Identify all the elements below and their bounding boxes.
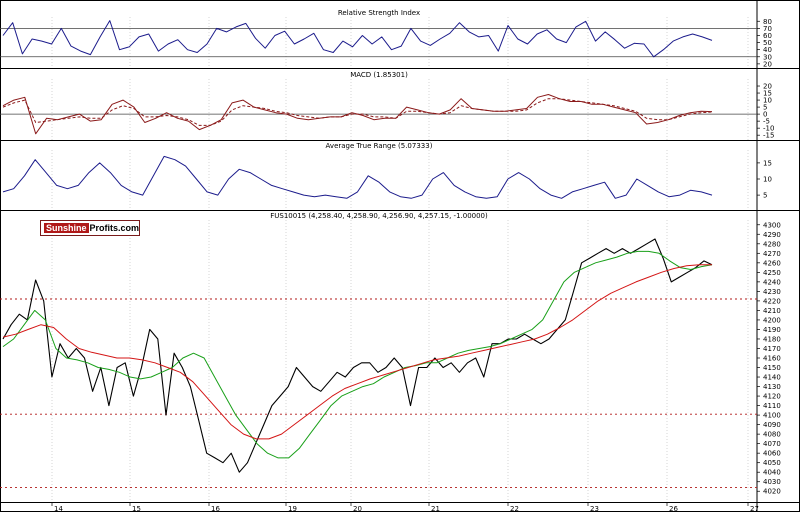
x-tick-label: 23 bbox=[590, 505, 599, 512]
y-tick-label: 4250 bbox=[763, 269, 781, 277]
y-tick-label: -5 bbox=[763, 118, 770, 126]
y-tick-label: 5 bbox=[763, 192, 767, 200]
y-tick-label: 4290 bbox=[763, 231, 781, 239]
y-tick-label: 4110 bbox=[763, 402, 781, 410]
x-tick-label: 15 bbox=[132, 505, 141, 512]
sma-fast-line bbox=[2, 250, 713, 459]
y-tick-label: 30 bbox=[763, 53, 772, 61]
y-tick-label: 4170 bbox=[763, 345, 781, 353]
y-tick-label: 4190 bbox=[763, 326, 781, 334]
y-tick-label: 4230 bbox=[763, 288, 781, 296]
y-tick-label: 4240 bbox=[763, 278, 781, 286]
y-tick-label: 4200 bbox=[763, 316, 781, 324]
y-tick-label: 4160 bbox=[763, 355, 781, 363]
y-tick-label: 4040 bbox=[763, 469, 781, 477]
panel-4: FUS10015 (4,258.40, 4,258.90, 4,256.90, … bbox=[0, 212, 799, 512]
x-tick-label: 19 bbox=[288, 505, 297, 512]
y-tick-label: 20 bbox=[763, 83, 772, 91]
x-tick-label: 26 bbox=[669, 505, 678, 512]
x-tick-label: 21 bbox=[431, 505, 440, 512]
y-tick-label: 4080 bbox=[763, 431, 781, 439]
y-tick-label: 4260 bbox=[763, 259, 781, 267]
y-tick-label: 40 bbox=[763, 46, 772, 54]
y-tick-label: -10 bbox=[763, 125, 774, 133]
y-tick-label: 4220 bbox=[763, 297, 781, 305]
x-tick-label: 22 bbox=[510, 505, 519, 512]
sma-slow-line bbox=[2, 264, 712, 440]
y-tick-label: 0 bbox=[763, 111, 767, 119]
y-tick-label: 4060 bbox=[763, 450, 781, 458]
y-tick-label: 50 bbox=[763, 39, 772, 47]
logo-part-sunshine: Sunshine bbox=[44, 223, 89, 233]
y-tick-label: 10 bbox=[763, 97, 772, 105]
y-tick-label: 10 bbox=[763, 176, 772, 184]
y-tick-label: 15 bbox=[763, 159, 772, 167]
panel-title: Average True Range (5.07333) bbox=[326, 142, 433, 150]
x-tick-label: 16 bbox=[211, 505, 220, 512]
logo-part-profits: Profits.com bbox=[89, 223, 140, 233]
y-tick-label: 4050 bbox=[763, 459, 781, 467]
y-tick-label: 80 bbox=[763, 18, 772, 26]
panel-3: Average True Range (5.07333) 5 10 15 bbox=[0, 142, 799, 211]
y-tick-label: 4150 bbox=[763, 364, 781, 372]
panel-title: FUS10015 (4,258.40, 4,258.90, 4,256.90, … bbox=[270, 212, 488, 220]
y-tick-label: 4030 bbox=[763, 478, 781, 486]
y-tick-label: 4090 bbox=[763, 421, 781, 429]
y-tick-label: 4180 bbox=[763, 335, 781, 343]
y-tick-label: 4280 bbox=[763, 240, 781, 248]
y-tick-label: 15 bbox=[763, 90, 772, 98]
y-tick-label: 4210 bbox=[763, 307, 781, 315]
y-tick-label: 4130 bbox=[763, 383, 781, 391]
x-tick-label: 14 bbox=[54, 505, 63, 512]
sunshine-profits-logo: Sunshine Profits.com bbox=[40, 220, 140, 236]
y-tick-label: 4140 bbox=[763, 374, 781, 382]
panel-title: MACD (1.85301) bbox=[350, 71, 408, 79]
y-tick-label: 4100 bbox=[763, 412, 781, 420]
atr-line bbox=[2, 155, 713, 199]
macd-line-signal bbox=[2, 98, 713, 126]
price-line bbox=[2, 238, 713, 473]
y-tick-label: 20 bbox=[763, 60, 772, 68]
panel-title: Relative Strength Index bbox=[338, 9, 420, 17]
y-tick-label: 60 bbox=[763, 32, 772, 40]
rsi-line bbox=[2, 20, 713, 58]
y-tick-label: 5 bbox=[763, 104, 767, 112]
y-tick-label: 70 bbox=[763, 25, 772, 33]
y-tick-label: 4120 bbox=[763, 393, 781, 401]
y-tick-label: 4070 bbox=[763, 440, 781, 448]
y-tick-label: 4300 bbox=[763, 221, 781, 229]
y-tick-label: -15 bbox=[763, 132, 774, 140]
y-tick-label: 4020 bbox=[763, 488, 781, 496]
x-tick-label: 27 bbox=[750, 505, 759, 512]
x-tick-label: 20 bbox=[353, 505, 362, 512]
y-tick-label: 4270 bbox=[763, 250, 781, 258]
